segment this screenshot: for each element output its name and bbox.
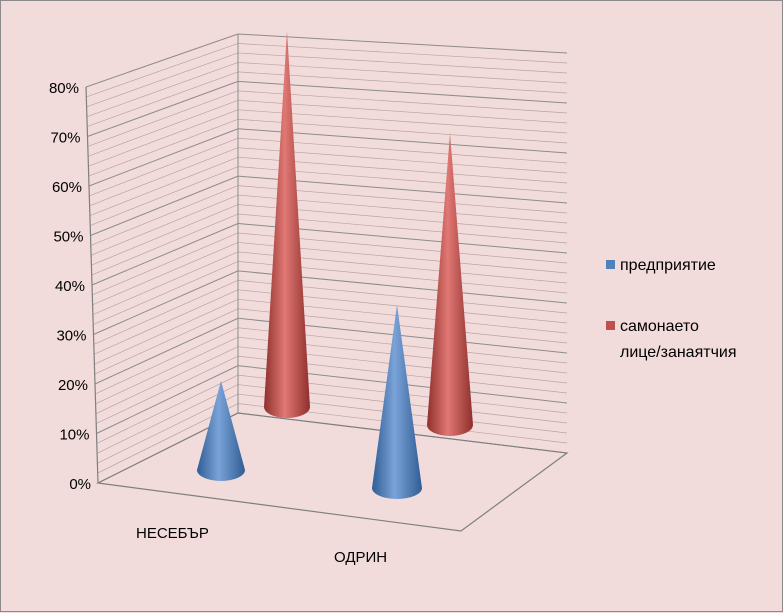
side-gridline <box>91 204 239 266</box>
legend: предприятие самонаето лице/занаятчия <box>606 257 737 361</box>
y-tick-label: 70% <box>50 130 80 147</box>
y-axis-ticks: 0% 10% 20% 30% 40% 50% 60% 70% 80% <box>49 80 91 493</box>
legend-label-samonaeto-line1: самонаето <box>620 318 699 335</box>
y-tick-label: 10% <box>59 427 89 444</box>
back-gridline <box>237 33 568 54</box>
y-tick-label: 50% <box>53 229 83 246</box>
side-gridline <box>86 62 239 118</box>
floor-outline <box>95 412 569 532</box>
side-gridline <box>89 137 239 197</box>
back-gridline <box>237 99 568 124</box>
y-tick-label: 60% <box>52 179 82 196</box>
side-gridline <box>96 355 239 424</box>
side-gridline <box>91 223 239 286</box>
side-gridline <box>93 289 239 355</box>
legend-label-samonaeto-line2: лице/занаятчия <box>620 344 737 361</box>
y-tick-label: 0% <box>69 476 91 493</box>
side-gridline <box>85 33 239 88</box>
side-gridline <box>91 213 239 276</box>
side-gridline <box>95 346 239 415</box>
back-gridline <box>237 118 568 144</box>
side-gridline <box>93 280 239 345</box>
side-gridline <box>86 52 239 108</box>
back-gridline <box>237 43 568 64</box>
legend-label-predpriyatie: предприятие <box>620 257 716 274</box>
side-gridline <box>96 374 239 444</box>
chart-walls <box>85 34 569 532</box>
side-gridline <box>96 384 239 454</box>
side-gridline <box>87 80 239 137</box>
y-tick-label: 20% <box>58 377 88 394</box>
side-gridline <box>92 251 239 316</box>
side-gridline <box>88 128 239 187</box>
side-gridline <box>94 298 239 365</box>
back-gridline <box>237 109 568 134</box>
side-gridline <box>92 242 239 306</box>
back-gridline <box>237 71 568 94</box>
side-gridline <box>88 109 239 167</box>
side-gridline <box>94 317 239 385</box>
cone-0-0 <box>197 380 245 481</box>
side-gridline <box>95 336 239 405</box>
legend-swatch-predpriyatie <box>606 260 615 269</box>
back-gridline <box>237 90 568 114</box>
cone-1-1 <box>427 132 473 436</box>
cones <box>197 30 473 499</box>
cone-1-0 <box>264 30 310 419</box>
side-gridline <box>88 118 239 177</box>
category-label-odrin: ОДРИН <box>334 549 387 566</box>
side-gridline <box>87 90 239 147</box>
side-gridline <box>96 365 239 434</box>
side-gridline <box>86 43 239 98</box>
back-gridline <box>237 62 568 84</box>
back-gridline <box>237 80 568 104</box>
y-axis-line <box>85 86 99 484</box>
side-gridline <box>93 270 239 335</box>
side-gridline <box>87 99 239 157</box>
side-gridline <box>92 232 239 296</box>
side-wall-gridlines <box>85 33 239 484</box>
legend-swatch-samonaeto <box>606 321 615 330</box>
side-gridline <box>89 147 239 207</box>
y-tick-label: 30% <box>56 328 86 345</box>
side-gridline <box>87 71 239 127</box>
side-gridline <box>95 327 239 395</box>
side-gridline <box>90 194 239 256</box>
y-tick-label: 80% <box>49 80 79 97</box>
back-gridline <box>237 52 568 74</box>
side-gridline <box>90 175 239 236</box>
category-label-nesebar: НЕСЕБЪР <box>136 525 209 542</box>
side-gridline <box>93 261 239 325</box>
side-gridline <box>89 156 239 217</box>
side-gridline <box>94 308 239 375</box>
side-gridline <box>90 166 239 226</box>
y-tick-label: 40% <box>55 278 85 295</box>
cone-0-1 <box>372 304 422 499</box>
side-gridline <box>90 185 239 246</box>
